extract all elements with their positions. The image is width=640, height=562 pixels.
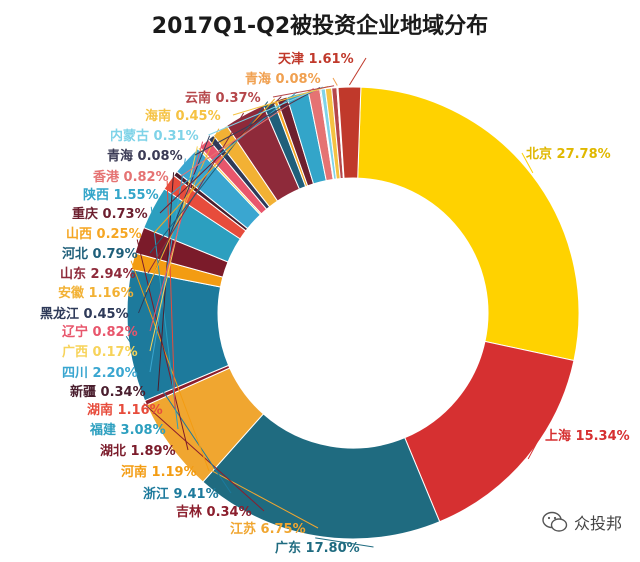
leader-line-15 bbox=[145, 128, 220, 293]
leader-line-0 bbox=[521, 152, 534, 174]
leader-line-25 bbox=[272, 85, 335, 98]
slice-label-2: 广东 17.80% bbox=[275, 540, 360, 556]
slice-label-7: 湖北 1.89% bbox=[100, 444, 176, 459]
leader-line-5 bbox=[125, 335, 232, 494]
leader-line-19 bbox=[159, 96, 282, 214]
slice-label-15: 安徽 1.16% bbox=[58, 285, 134, 301]
slice-label-8: 福建 3.08% bbox=[89, 422, 166, 438]
slice-label-10: 新疆 0.34% bbox=[70, 384, 146, 400]
slice-0 bbox=[357, 86, 580, 362]
slice-label-12: 广西 0.17% bbox=[62, 344, 138, 360]
slice-27 bbox=[337, 86, 362, 179]
leader-line-3 bbox=[168, 447, 319, 529]
slice-label-16: 山东 2.94% bbox=[60, 266, 136, 282]
leader-line-16 bbox=[147, 112, 245, 274]
slice-label-4: 吉林 0.34% bbox=[176, 504, 252, 520]
slice-label-9: 湖南 1.16% bbox=[87, 402, 163, 418]
watermark: 众投邦 bbox=[542, 510, 622, 534]
slice-label-1: 上海 15.34% bbox=[545, 428, 630, 444]
leader-line-18 bbox=[153, 98, 276, 234]
slice-label-14: 黑龙江 0.45% bbox=[40, 306, 129, 322]
slice-label-11: 四川 2.20% bbox=[62, 366, 138, 381]
leader-line-8 bbox=[150, 206, 179, 430]
slice-label-25: 云南 0.37% bbox=[185, 90, 261, 106]
slice-label-27: 天津 1.61% bbox=[278, 51, 354, 67]
slice-label-5: 浙江 9.41% bbox=[143, 486, 219, 502]
slice-label-17: 河北 0.79% bbox=[62, 246, 138, 262]
slice-label-3: 江苏 6.75% bbox=[230, 521, 306, 537]
leader-line-22 bbox=[194, 86, 321, 156]
leader-line-26 bbox=[332, 77, 338, 86]
slice-label-26: 青海 0.08% bbox=[245, 71, 321, 87]
slice-label-21: 香港 0.82% bbox=[92, 169, 169, 185]
wechat-icon bbox=[542, 511, 568, 532]
slice-label-24: 海南 0.45% bbox=[145, 108, 221, 124]
leader-line-27 bbox=[348, 57, 367, 86]
leader-line-2 bbox=[315, 537, 374, 548]
slice-label-19: 重庆 0.73% bbox=[72, 206, 148, 222]
leader-line-12 bbox=[149, 146, 198, 352]
slice-label-22: 青海 0.08% bbox=[107, 148, 183, 164]
slice-2 bbox=[202, 413, 441, 540]
leader-line-1 bbox=[527, 434, 542, 460]
leader-line-7 bbox=[136, 239, 189, 451]
slice-label-18: 山西 0.25% bbox=[66, 226, 142, 242]
slice-label-23: 内蒙古 0.31% bbox=[110, 128, 199, 144]
leader-line-9 bbox=[166, 180, 176, 410]
slice-label-6: 河南 1.19% bbox=[121, 464, 197, 480]
slice-label-0: 北京 27.78% bbox=[526, 146, 611, 162]
watermark-text: 众投邦 bbox=[573, 514, 622, 533]
slice-label-20: 陕西 1.55% bbox=[83, 187, 159, 203]
leader-line-23 bbox=[208, 86, 324, 136]
slice-label-13: 辽宁 0.82% bbox=[62, 324, 138, 340]
leader-line-20 bbox=[170, 91, 298, 195]
leader-line-24 bbox=[232, 85, 329, 116]
leader-line-13 bbox=[149, 141, 204, 332]
chart-title: 2017Q1-Q2被投资企业地域分布 bbox=[151, 14, 489, 39]
